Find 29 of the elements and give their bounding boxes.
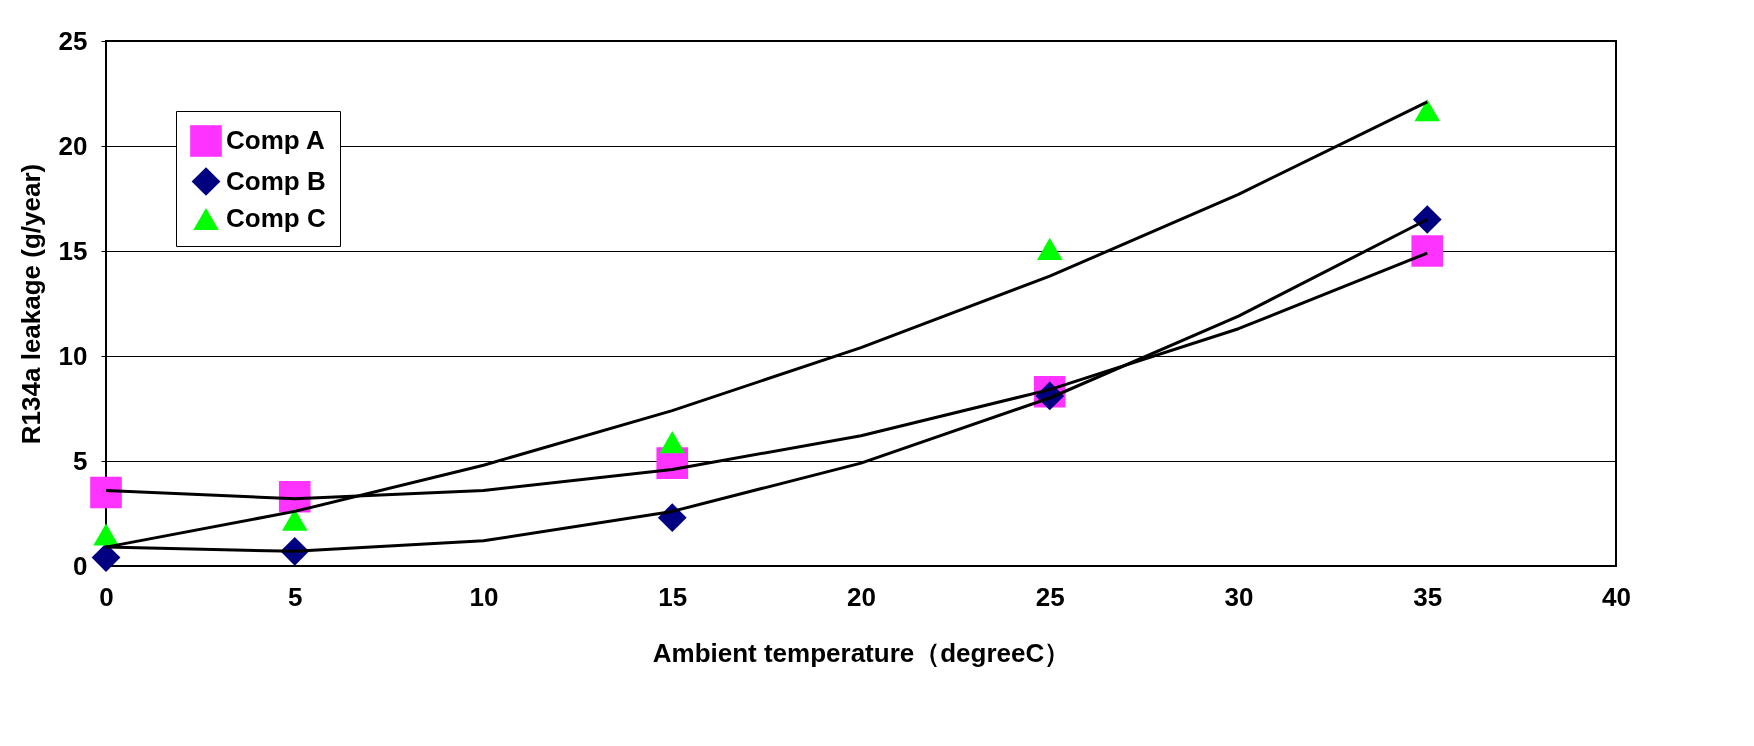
x-tick-label: 15 [658,581,688,612]
point [282,508,308,531]
point [1037,237,1063,260]
x-axis-title: Ambient temperature（degreeC） [652,637,1071,668]
point [1412,205,1442,234]
y-tick-label: 20 [58,130,88,161]
x-tick-label: 25 [1035,581,1065,612]
y-tick-label: 10 [58,340,88,371]
point [1411,235,1444,267]
y-tick-label: 15 [58,235,88,266]
y-axis-title: R134a leakage (g/year) [15,163,46,445]
y-tick-label: 5 [73,445,88,476]
point [90,476,122,509]
x-tick-label: 40 [1602,581,1631,612]
y-tick-label: 25 [58,25,88,56]
x-tick-label: 30 [1224,581,1254,612]
point [91,543,121,572]
point [93,523,119,546]
legend-label: Comp B [226,165,326,196]
point [659,431,685,454]
legend-label: Comp A [226,125,325,155]
legend-label: Comp C [226,203,326,233]
y-tick-label: 0 [73,550,88,581]
x-tick-label: 10 [469,581,499,612]
x-tick-label: 0 [99,581,114,612]
point [1414,99,1440,122]
x-tick-label: 5 [288,581,303,612]
x-tick-label: 35 [1413,581,1443,612]
x-tick-label: 20 [847,581,876,612]
